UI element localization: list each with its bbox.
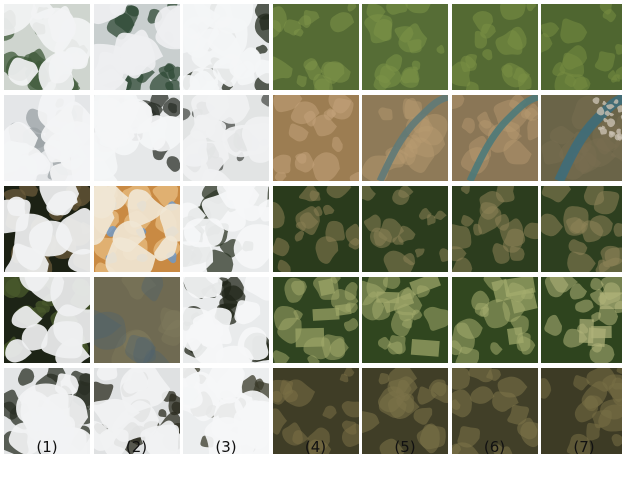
satellite-image <box>4 368 90 454</box>
image-tile-row-4-col-3 <box>183 277 269 363</box>
satellite-image <box>541 4 622 90</box>
satellite-image <box>451 277 538 363</box>
satellite-image <box>4 186 90 272</box>
image-tile-row-5-col-1 <box>4 368 90 454</box>
image-tile-row-3-col-4 <box>272 186 359 272</box>
satellite-image <box>93 277 180 363</box>
column-label-7: (7) <box>573 438 595 456</box>
image-tile-row-2-col-6 <box>451 95 538 181</box>
image-tile-row-4-col-5 <box>362 277 448 363</box>
column-label-3: (3) <box>215 438 237 456</box>
image-tile-row-4-col-6 <box>451 277 538 363</box>
satellite-image <box>362 4 448 90</box>
image-tile-row-4-col-1 <box>4 277 90 363</box>
image-tile-row-5-col-2 <box>93 368 180 454</box>
image-tile-row-1-col-1 <box>4 4 90 90</box>
satellite-image <box>272 368 359 454</box>
satellite-image <box>451 4 538 90</box>
image-tile-row-5-col-7 <box>541 368 622 454</box>
satellite-image <box>183 95 269 181</box>
image-tile-row-3-col-6 <box>451 186 538 272</box>
satellite-image <box>4 4 90 90</box>
satellite-image <box>183 186 269 272</box>
satellite-image <box>362 368 448 454</box>
image-tile-row-3-col-3 <box>183 186 269 272</box>
image-tile-row-3-col-1 <box>4 186 90 272</box>
image-tile-row-5-col-5 <box>362 368 448 454</box>
satellite-image <box>272 277 359 363</box>
column-label-1: (1) <box>36 438 58 456</box>
image-tile-row-4-col-2 <box>93 277 180 363</box>
satellite-image <box>451 368 538 454</box>
satellite-image <box>4 277 90 363</box>
image-tile-row-1-col-3 <box>183 4 269 90</box>
satellite-image <box>362 95 448 181</box>
satellite-image <box>183 368 269 454</box>
image-tile-row-3-col-2 <box>93 186 180 272</box>
image-tile-row-1-col-6 <box>451 4 538 90</box>
image-tile-row-4-col-4 <box>272 277 359 363</box>
satellite-image <box>541 95 622 181</box>
column-label-6: (6) <box>483 438 506 456</box>
image-tile-row-1-col-2 <box>93 4 180 90</box>
column-label-4: (4) <box>304 438 327 456</box>
satellite-image <box>4 95 90 181</box>
satellite-image <box>541 186 622 272</box>
image-tile-row-1-col-4 <box>272 4 359 90</box>
satellite-image <box>541 277 622 363</box>
satellite-image <box>93 186 180 272</box>
image-tile-row-3-col-5 <box>362 186 448 272</box>
image-tile-row-5-col-3 <box>183 368 269 454</box>
column-label-5: (5) <box>394 438 416 456</box>
satellite-image <box>272 4 359 90</box>
image-tile-row-2-col-1 <box>4 95 90 181</box>
image-tile-row-3-col-7 <box>541 186 622 272</box>
image-tile-row-2-col-3 <box>183 95 269 181</box>
image-tile-row-2-col-2 <box>93 95 180 181</box>
column-label-2: (2) <box>125 438 148 456</box>
satellite-image <box>362 277 448 363</box>
satellite-image <box>451 95 538 181</box>
satellite-image <box>93 4 180 90</box>
image-tile-row-1-col-5 <box>362 4 448 90</box>
satellite-image <box>272 186 359 272</box>
satellite-image <box>272 95 359 181</box>
image-tile-row-4-col-7 <box>541 277 622 363</box>
satellite-image <box>362 186 448 272</box>
image-tile-row-2-col-5 <box>362 95 448 181</box>
image-tile-row-2-col-7 <box>541 95 622 181</box>
satellite-image <box>451 186 538 272</box>
image-tile-row-5-col-4 <box>272 368 359 454</box>
image-tile-row-5-col-6 <box>451 368 538 454</box>
image-tile-row-1-col-7 <box>541 4 622 90</box>
satellite-image <box>183 277 269 363</box>
image-tile-row-2-col-4 <box>272 95 359 181</box>
satellite-image <box>541 368 622 454</box>
satellite-image <box>93 368 180 454</box>
satellite-image <box>183 4 269 90</box>
satellite-image <box>93 95 180 181</box>
